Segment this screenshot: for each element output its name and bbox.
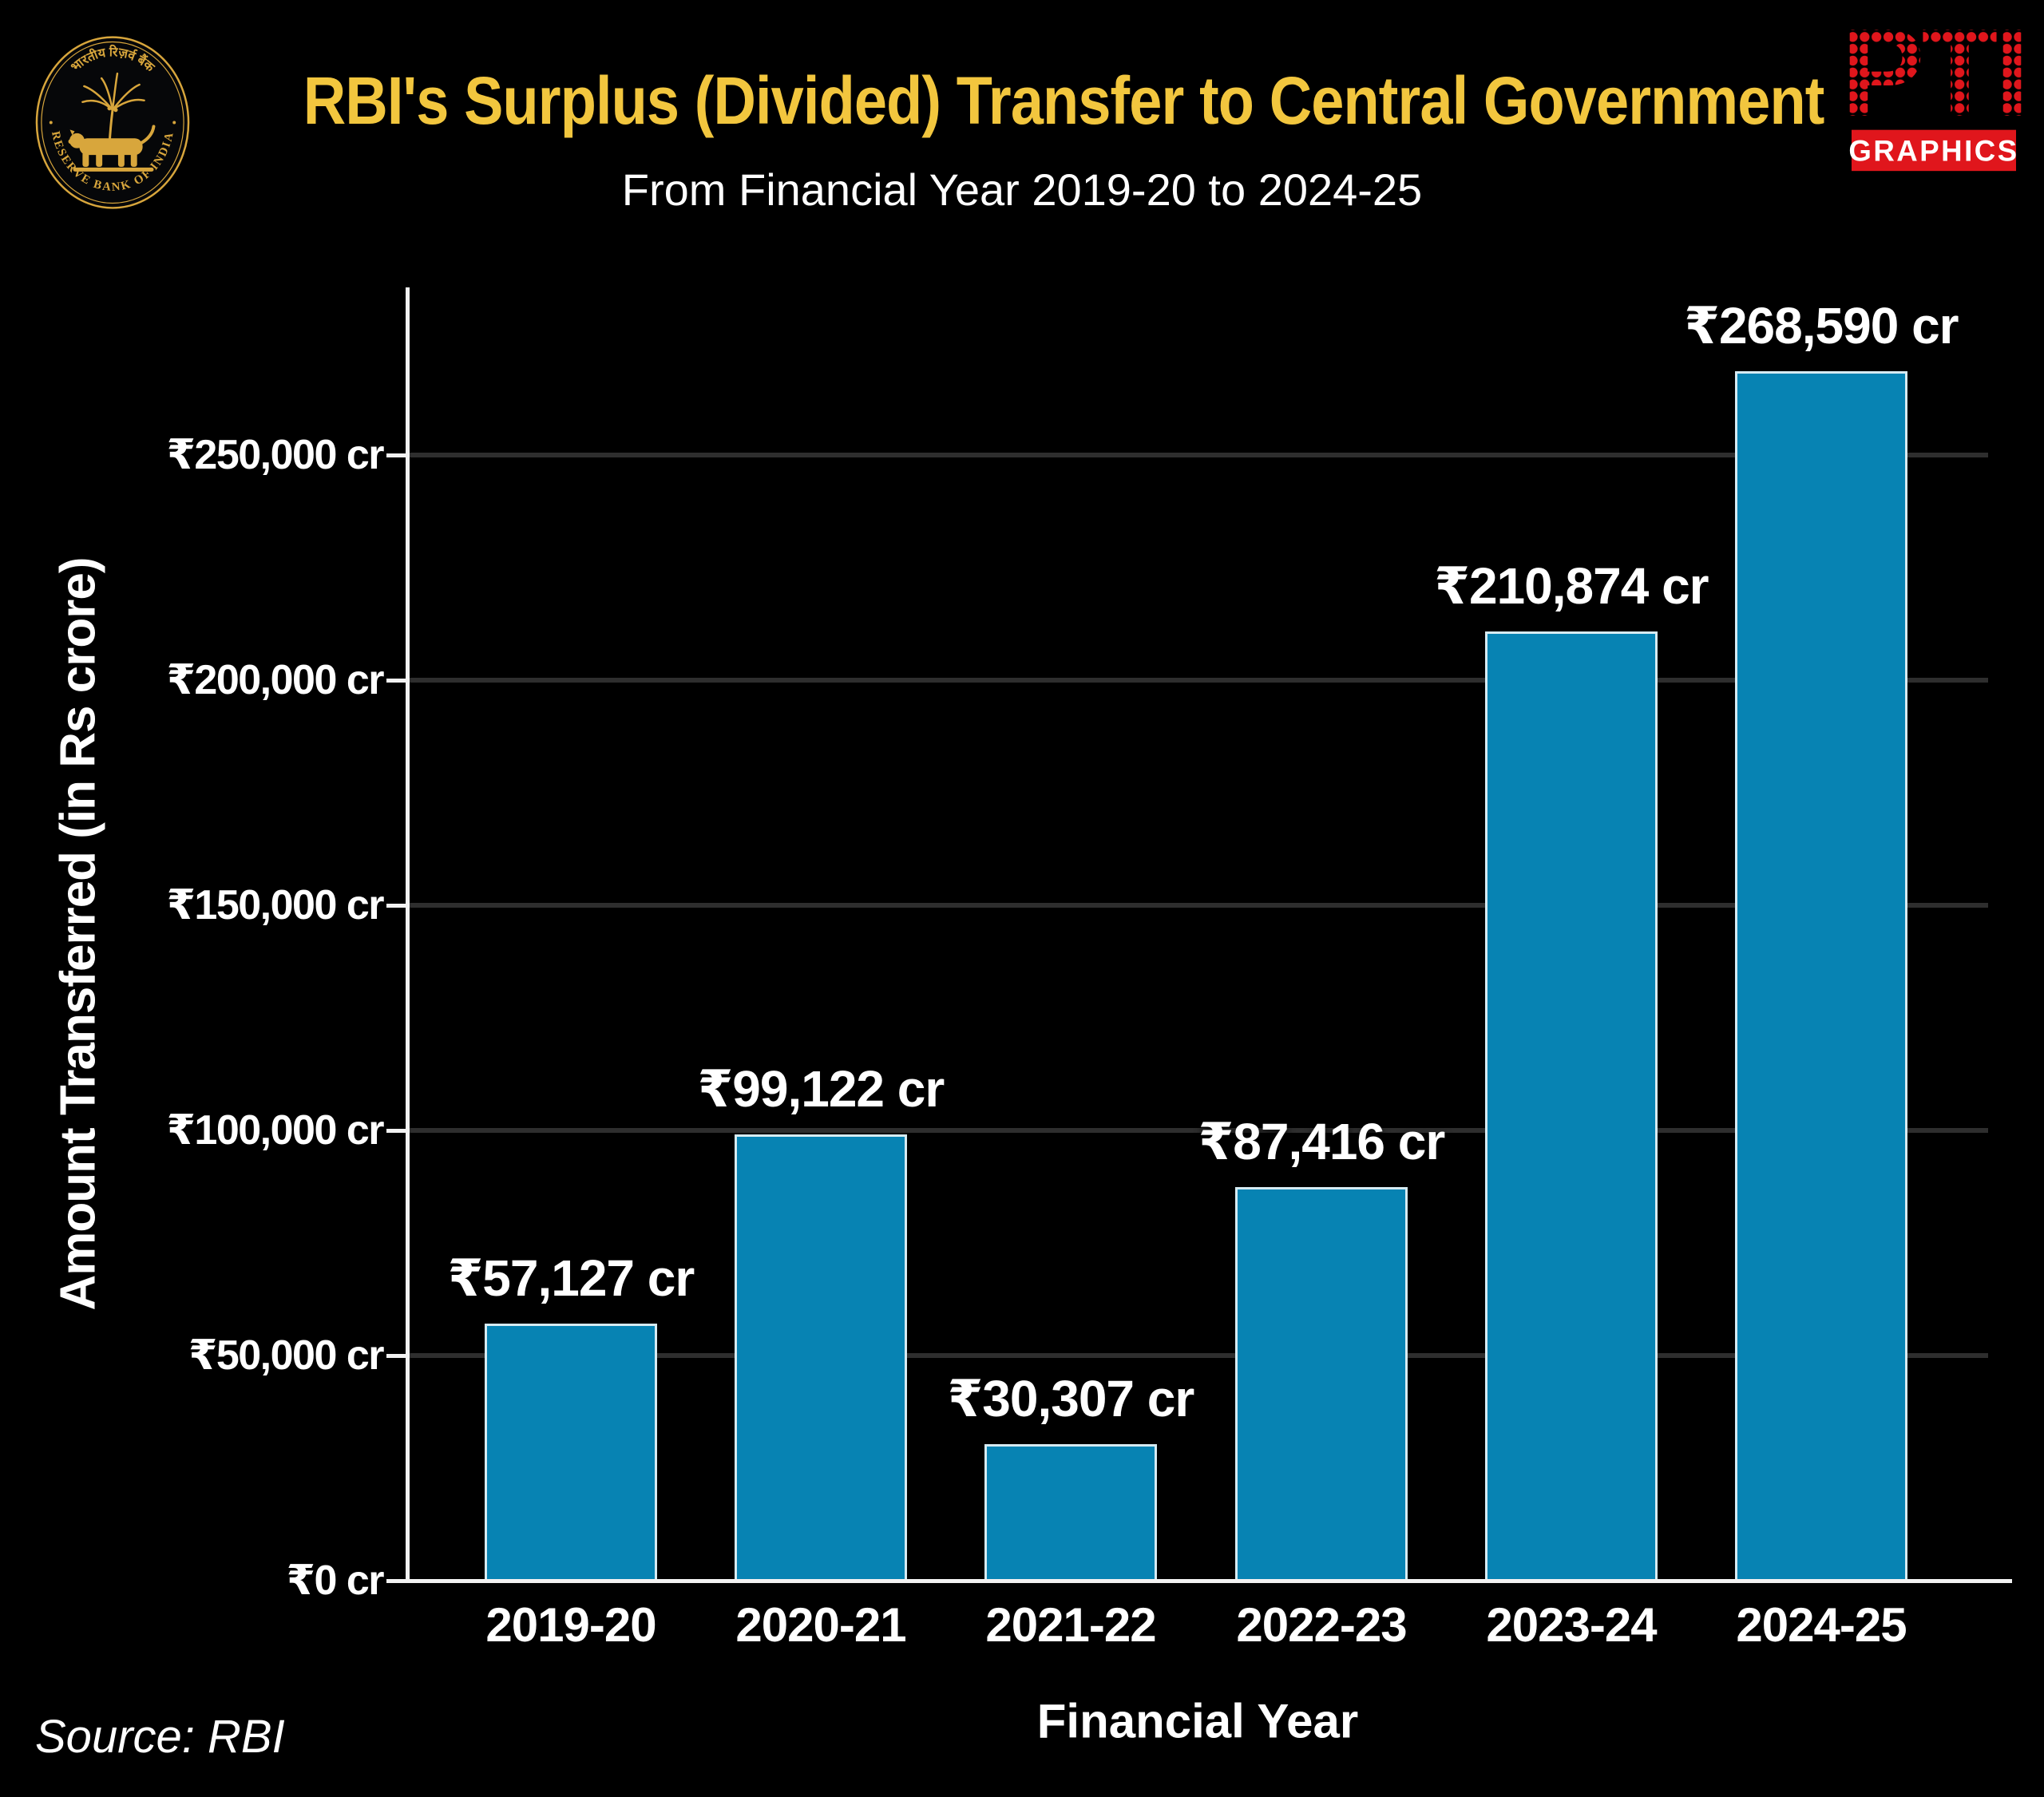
bar-value-label-2022-23: ₹87,416 cr [1198,1112,1446,1170]
y-tick-mark-50000 [386,1353,407,1358]
page-subtitle-text: From Financial Year 2019-20 to 2024-25 [621,164,1423,215]
y-tick-label-0: ₹0 cr [286,1558,385,1604]
tiger-icon [68,125,156,172]
y-tick-mark-250000 [386,453,407,457]
y-tick-mark-200000 [386,678,407,683]
pti-graphics-bar [1851,129,2017,172]
x-tick-label-2024-25: 2024-25 [1736,1598,1907,1652]
bar-value-label-2023-24: ₹210,874 cr [1434,556,1709,615]
bar-2024-25 [1735,371,1907,1581]
x-tick-label-2019-20: 2019-20 [485,1598,656,1652]
bar-2022-23 [1235,1186,1408,1581]
rbi-logo: भारतीय रिज़र्व बैंक RESERVE BANK OF INDI… [35,36,190,209]
bar-value-label-2020-21: ₹99,122 cr [697,1059,945,1118]
y-tick-label-200000: ₹200,000 cr [166,657,385,703]
pti-graphics-logo: PTI GRAPHICS [1846,19,2022,172]
bar-2023-24 [1485,631,1658,1581]
rbi-logo-right-dot [172,121,176,125]
x-tick-label-2020-21: 2020-21 [735,1598,906,1652]
gridline-200000 [409,678,1988,683]
y-tick-label-250000: ₹250,000 cr [166,432,385,478]
palm-coconut [113,108,118,113]
y-axis-title: Amount Transferred (in Rs crore) [50,557,106,1311]
bar-2019-20 [485,1323,657,1581]
y-tick-mark-150000 [386,903,407,908]
x-tick-label-2021-22: 2021-22 [985,1598,1156,1652]
x-tick-label-2023-24: 2023-24 [1486,1598,1657,1652]
rbi-logo-left-dot [49,121,53,125]
rbi-logo-inner-ring [41,41,184,204]
gridline-250000 [409,453,1988,457]
x-tick-label-2022-23: 2022-23 [1236,1598,1407,1652]
rbi-logo-outer-ring [35,36,190,209]
gridline-150000 [409,903,1988,908]
bar-2021-22 [984,1444,1157,1581]
palm-coconut [107,106,112,111]
y-tick-label-100000: ₹100,000 cr [166,1107,385,1154]
bar-value-label-2024-25: ₹268,590 cr [1684,297,1959,355]
pti-logo-letters: PTI [1846,19,2022,143]
pti-graphics-label: GRAPHICS [1848,134,2018,167]
y-tick-label-50000: ₹50,000 cr [188,1332,384,1379]
gridline-100000 [409,1128,1988,1133]
x-axis-title: Financial Year [1036,1694,1359,1748]
page-subtitle: From Financial Year 2019-20 to 2024-25 [0,164,2044,216]
y-tick-mark-0 [386,1578,407,1583]
bar-2020-21 [735,1134,907,1581]
source-note: Source: RBI [35,1711,285,1763]
page-title: RBI's Surplus (Divided) Transfer to Cent… [200,62,1844,140]
x-axis-line [403,1579,2012,1583]
page-title-text: RBI's Surplus (Divided) Transfer to Cent… [303,63,1825,138]
gridline-50000 [409,1353,1988,1358]
bar-value-label-2021-22: ₹30,307 cr [947,1370,1195,1428]
y-tick-label-150000: ₹150,000 cr [166,882,385,928]
bar-value-label-2019-20: ₹57,127 cr [447,1249,695,1307]
y-axis-line [406,287,410,1583]
y-tick-mark-100000 [386,1128,407,1133]
